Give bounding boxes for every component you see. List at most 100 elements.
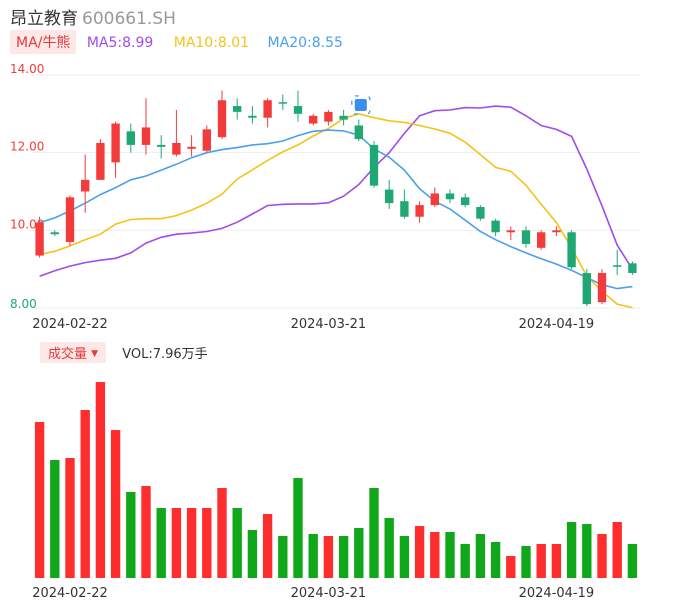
stock-title: 昂立教育 600661.SH (10, 4, 176, 29)
volume-bar (384, 518, 394, 578)
price-x-tick-label: 2024-03-21 (291, 317, 367, 332)
price-x-tick-label: 2024-04-19 (519, 317, 595, 332)
volume-bar (202, 508, 212, 578)
candle-body (567, 232, 576, 268)
volume-bar (582, 524, 592, 578)
candle-body (81, 179, 90, 192)
ma10-line (39, 112, 633, 309)
volume-bar (414, 526, 425, 578)
ma5-line (39, 105, 634, 277)
volume-bar (475, 534, 486, 578)
volume-bar (323, 536, 334, 578)
volume-bar (232, 508, 242, 578)
candle-body (385, 189, 394, 204)
candle-body (50, 232, 59, 235)
volume-bar (50, 460, 60, 578)
candle-body (445, 193, 455, 200)
volume-bar (80, 410, 90, 578)
volume-bar (217, 488, 227, 578)
volume-bar (278, 536, 288, 578)
candle-body (172, 142, 181, 155)
volume-bar (34, 422, 45, 578)
volume-bar (490, 542, 501, 578)
candle-body (96, 142, 105, 180)
volume-x-tick-label: 2024-02-22 (32, 586, 108, 601)
candle-body (506, 230, 515, 233)
candle-body (65, 197, 75, 242)
candle-body (35, 222, 44, 256)
candle-body (217, 100, 227, 138)
volume-bar (126, 492, 136, 578)
volume-bar (506, 556, 516, 578)
candle-body (476, 207, 485, 219)
candle-body (248, 115, 257, 118)
volume-bar (612, 522, 622, 578)
volume-bar (399, 536, 410, 578)
volume-bar (627, 544, 638, 578)
candle-body (582, 273, 591, 305)
volume-badge-label: 成交量 (48, 347, 88, 362)
candle-body (233, 106, 242, 112)
ma-legend: MA/牛熊 MA5:8.99 MA10:8.01 MA20:8.55 (10, 30, 343, 54)
candle-body (187, 146, 196, 149)
candle-body (430, 193, 439, 206)
candle-body (141, 127, 151, 145)
stock-code: 600661.SH (82, 9, 176, 29)
candle-body (324, 111, 333, 122)
candle-body (263, 100, 272, 118)
candle-body (521, 230, 531, 244)
y-tick-label: 12.00 (10, 140, 44, 154)
volume-x-tick-label: 2024-04-19 (519, 586, 595, 601)
candle-body (309, 115, 318, 124)
volume-bar (551, 544, 562, 578)
volume-bar (141, 486, 151, 578)
candle-body (293, 106, 303, 114)
volume-bar (308, 534, 318, 578)
candle-body (613, 265, 622, 267)
volume-bar (354, 528, 364, 578)
stock-name: 昂立教育 (10, 9, 78, 29)
candle-body (354, 125, 363, 140)
ma20-line (39, 129, 633, 290)
volume-bar (445, 532, 455, 578)
volume-bar (262, 514, 273, 578)
volume-bar (65, 458, 75, 578)
candle-body (369, 144, 379, 186)
ma10-label: MA10:8.01 (173, 35, 250, 51)
volume-bar (536, 544, 546, 578)
volume-bar (338, 536, 349, 578)
ma5-label: MA5:8.99 (86, 35, 154, 51)
volume-legend: 成交量 ▼ VOL:7.96万手 (40, 342, 208, 363)
volume-bar (460, 544, 470, 578)
ma-indicator-selector[interactable]: MA/牛熊 (10, 30, 77, 54)
volume-x-tick-label: 2024-03-21 (291, 586, 367, 601)
volume-bar (247, 530, 258, 578)
candle-body (400, 201, 409, 217)
volume-bar (521, 546, 531, 578)
price-x-tick-label: 2024-02-22 (32, 317, 108, 332)
volume-value: VOL:7.96万手 (122, 347, 208, 362)
y-tick-label: 14.00 (10, 62, 44, 76)
volume-indicator-selector[interactable]: 成交量 ▼ (40, 342, 107, 363)
candle-body (278, 102, 287, 104)
volume-bar (110, 430, 121, 578)
candle-body (491, 220, 500, 233)
candle-body (552, 230, 561, 233)
candle-body (461, 197, 470, 206)
candle-body (628, 263, 637, 274)
candle-body (111, 123, 120, 163)
volume-bar (369, 488, 379, 578)
volume-bar (95, 382, 106, 578)
dropdown-arrow-icon: ▼ (91, 349, 99, 359)
y-tick-label: 8.00 (10, 297, 37, 311)
volume-bar (293, 478, 303, 578)
candle-body (126, 131, 135, 145)
selection-marker-icon (354, 98, 367, 111)
volume-bar (566, 522, 577, 578)
candle-body (339, 115, 348, 120)
volume-bar (171, 508, 182, 578)
candle-body (415, 205, 424, 217)
candle-body (202, 129, 211, 151)
volume-bar (186, 508, 197, 578)
